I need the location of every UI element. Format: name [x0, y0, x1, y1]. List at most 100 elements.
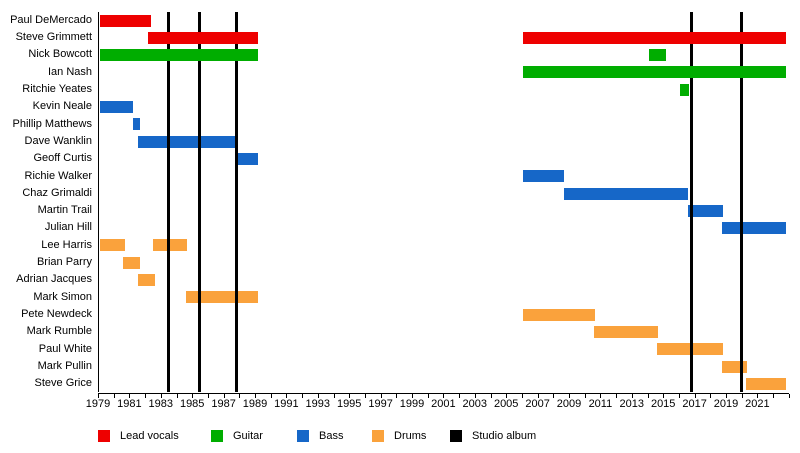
studio-album-line: [689, 11, 693, 393]
member-label-chaz-grimaldi: Chaz Grimaldi: [22, 186, 92, 199]
timeline-bar-geoff-curtis: [237, 152, 259, 165]
x-tick-label-2011: 2011: [588, 398, 613, 410]
studio-album-line: [740, 11, 744, 393]
timeline-bar-mark-simon: [185, 291, 259, 304]
legend-swatch-lead-vocals: [98, 430, 110, 442]
x-axis-tick: [521, 393, 523, 398]
x-tick-label-2021: 2021: [745, 398, 770, 410]
timeline-bar-chaz-grimaldi: [563, 187, 689, 200]
x-axis-tick: [663, 393, 665, 398]
member-label-richie-walker: Richie Walker: [24, 169, 92, 182]
timeline-bar-steve-grimmett: [148, 31, 259, 44]
member-label-paul-white: Paul White: [38, 342, 92, 355]
x-axis-tick: [160, 393, 162, 398]
x-axis-tick: [302, 393, 304, 398]
timeline-bar-steve-grimmett: [523, 31, 786, 44]
member-label-mark-pullin: Mark Pullin: [37, 359, 92, 372]
legend-item-drums: Drums: [372, 430, 426, 442]
timeline-bar-paul-demercado: [100, 14, 152, 27]
member-label-mark-simon: Mark Simon: [33, 290, 92, 303]
x-axis-tick: [207, 393, 209, 398]
x-axis-tick: [584, 393, 586, 398]
x-axis-tick: [349, 393, 351, 398]
x-axis-tick: [443, 393, 445, 398]
timeline-bar-martin-trail: [688, 204, 723, 217]
timeline-bar-paul-white: [656, 343, 723, 356]
timeline-bar-richie-walker: [523, 170, 565, 183]
x-axis-tick: [333, 393, 335, 398]
member-label-dave-wanklin: Dave Wanklin: [24, 134, 92, 147]
x-axis-tick: [459, 393, 461, 398]
x-tick-label-2013: 2013: [619, 398, 645, 410]
legend-item-studio-album: Studio album: [450, 430, 536, 442]
x-axis-tick: [694, 393, 696, 398]
x-axis-tick: [113, 393, 115, 398]
member-label-kevin-neale: Kevin Neale: [32, 100, 92, 113]
x-axis-tick: [380, 393, 382, 398]
x-axis-tick: [647, 393, 649, 398]
x-axis-tick: [616, 393, 618, 398]
member-label-paul-demercado: Paul DeMercado: [10, 13, 92, 26]
x-axis-tick: [270, 393, 272, 398]
x-axis-tick: [710, 393, 712, 398]
x-axis-tick: [427, 393, 429, 398]
x-axis-tick: [741, 393, 743, 398]
member-label-ritchie-yeates: Ritchie Yeates: [22, 83, 92, 96]
x-axis-tick: [600, 393, 602, 398]
x-tick-label-1979: 1979: [85, 398, 111, 410]
timeline-bar-steve-grice: [746, 377, 786, 390]
x-tick-label-1995: 1995: [336, 398, 362, 410]
studio-album-line: [167, 11, 171, 393]
x-tick-label-1987: 1987: [211, 398, 236, 410]
member-label-geoff-curtis: Geoff Curtis: [33, 152, 93, 165]
x-axis-tick: [98, 393, 99, 398]
x-axis-tick: [286, 393, 288, 398]
x-axis-line: [97, 392, 790, 394]
x-axis-tick: [506, 393, 508, 398]
x-axis-tick: [364, 393, 366, 398]
x-tick-label-2005: 2005: [493, 398, 519, 410]
x-tick-label-1985: 1985: [179, 398, 205, 410]
timeline-bar-adrian-jacques: [138, 274, 155, 286]
x-tick-label-1989: 1989: [242, 398, 268, 410]
x-tick-label-2001: 2001: [431, 398, 456, 410]
member-label-julian-hill: Julian Hill: [44, 221, 92, 234]
x-axis-tick: [129, 393, 131, 398]
x-axis-tick: [569, 393, 570, 398]
x-tick-label-2007: 2007: [525, 398, 550, 410]
timeline-bar-lee-harris: [99, 239, 125, 252]
x-axis-tick: [474, 393, 476, 398]
x-axis-tick: [317, 393, 319, 398]
x-axis-tick: [192, 393, 194, 398]
member-label-steve-grice: Steve Grice: [34, 377, 92, 390]
timeline-bar-nick-bowcott: [649, 49, 667, 62]
x-axis-tick: [757, 393, 759, 398]
x-axis-tick: [678, 393, 680, 398]
x-tick-label-1999: 1999: [399, 398, 425, 410]
timeline-bar-mark-rumble: [594, 325, 658, 338]
member-label-pete-newdeck: Pete Newdeck: [21, 307, 92, 320]
member-label-phillip-matthews: Phillip Matthews: [12, 117, 92, 130]
legend-item-guitar: Guitar: [211, 430, 263, 442]
legend-item-lead-vocals: Lead vocals: [98, 430, 179, 442]
legend-label-bass: Bass: [319, 430, 344, 442]
member-label-ian-nash: Ian Nash: [47, 65, 92, 78]
x-axis-tick: [396, 393, 398, 398]
x-axis-tick: [726, 393, 727, 398]
member-label-nick-bowcott: Nick Bowcott: [28, 48, 92, 61]
y-axis-line: [97, 11, 99, 393]
legend-swatch-guitar: [211, 430, 223, 442]
studio-album-line: [234, 11, 238, 393]
x-axis-tick: [145, 393, 147, 398]
member-label-martin-trail: Martin Trail: [37, 204, 92, 217]
x-tick-label-2019: 2019: [713, 398, 739, 410]
x-axis-tick: [553, 393, 555, 398]
x-axis-tick: [537, 393, 539, 398]
member-label-steve-grimmett: Steve Grimmett: [15, 31, 92, 44]
member-label-mark-rumble: Mark Rumble: [26, 325, 92, 338]
timeline-bar-ritchie-yeates: [680, 83, 690, 96]
x-tick-label-1991: 1991: [274, 398, 299, 410]
x-tick-label-2015: 2015: [650, 398, 676, 410]
member-label-adrian-jacques: Adrian Jacques: [16, 273, 92, 286]
